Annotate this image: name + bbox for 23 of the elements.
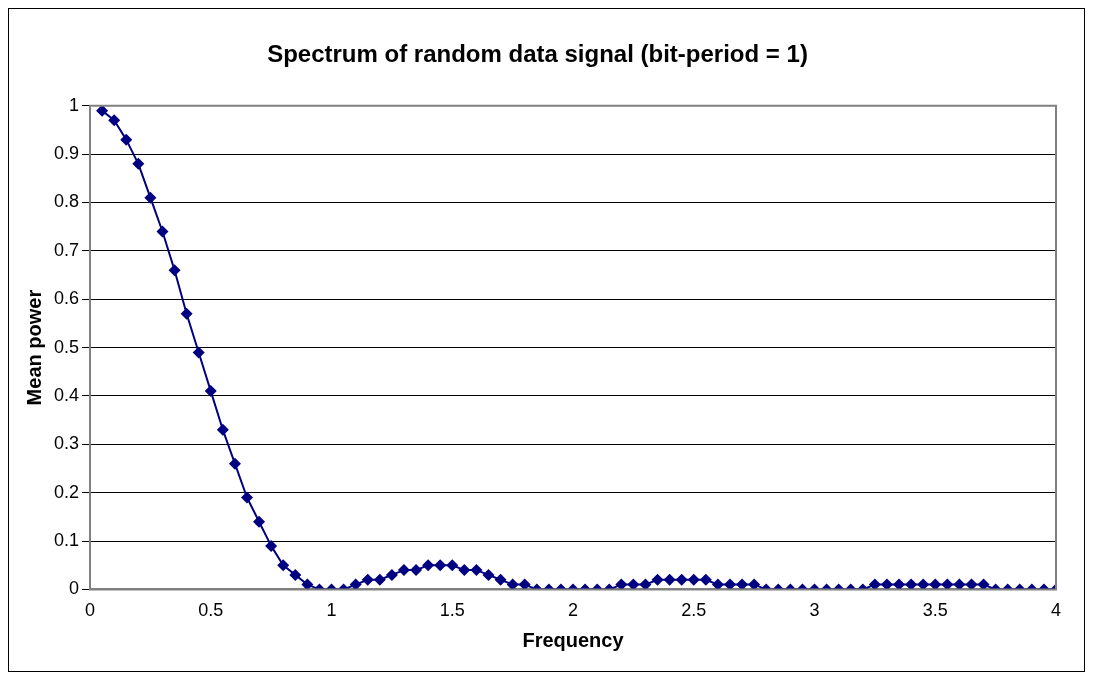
y-tick-label: 0.2 [53,481,80,502]
y-tick-label: 0.4 [53,384,80,405]
x-tick-label: 1.5 [439,600,465,621]
x-tick-label: 4 [1050,600,1062,621]
chart-title: Spectrum of random data signal (bit-period = 1) [267,40,808,68]
y-tick-label: 0.6 [53,288,80,309]
x-tick-label: 3.5 [922,600,948,621]
x-axis-title: Frequency [522,628,625,651]
x-tick-label: 2.5 [681,600,707,621]
y-tick-label: 0.8 [53,191,80,212]
x-tick-label: 0 [85,600,96,621]
x-tick-label: 0.5 [198,600,224,621]
y-tick-label: 0.7 [53,239,80,260]
y-tick-label: 0 [69,578,80,599]
x-tick-label: 2 [568,600,579,621]
x-tick-label: 3 [809,600,820,621]
x-tick-label: 1 [326,600,337,621]
y-tick-label: 0.9 [53,143,80,164]
y-axis-title: Mean power [22,289,45,406]
y-tick-label: 0.3 [53,433,80,454]
y-tick-label: 0.5 [53,336,80,357]
y-tick-label: 0.1 [53,530,80,551]
y-tick-label: 1 [69,94,80,115]
